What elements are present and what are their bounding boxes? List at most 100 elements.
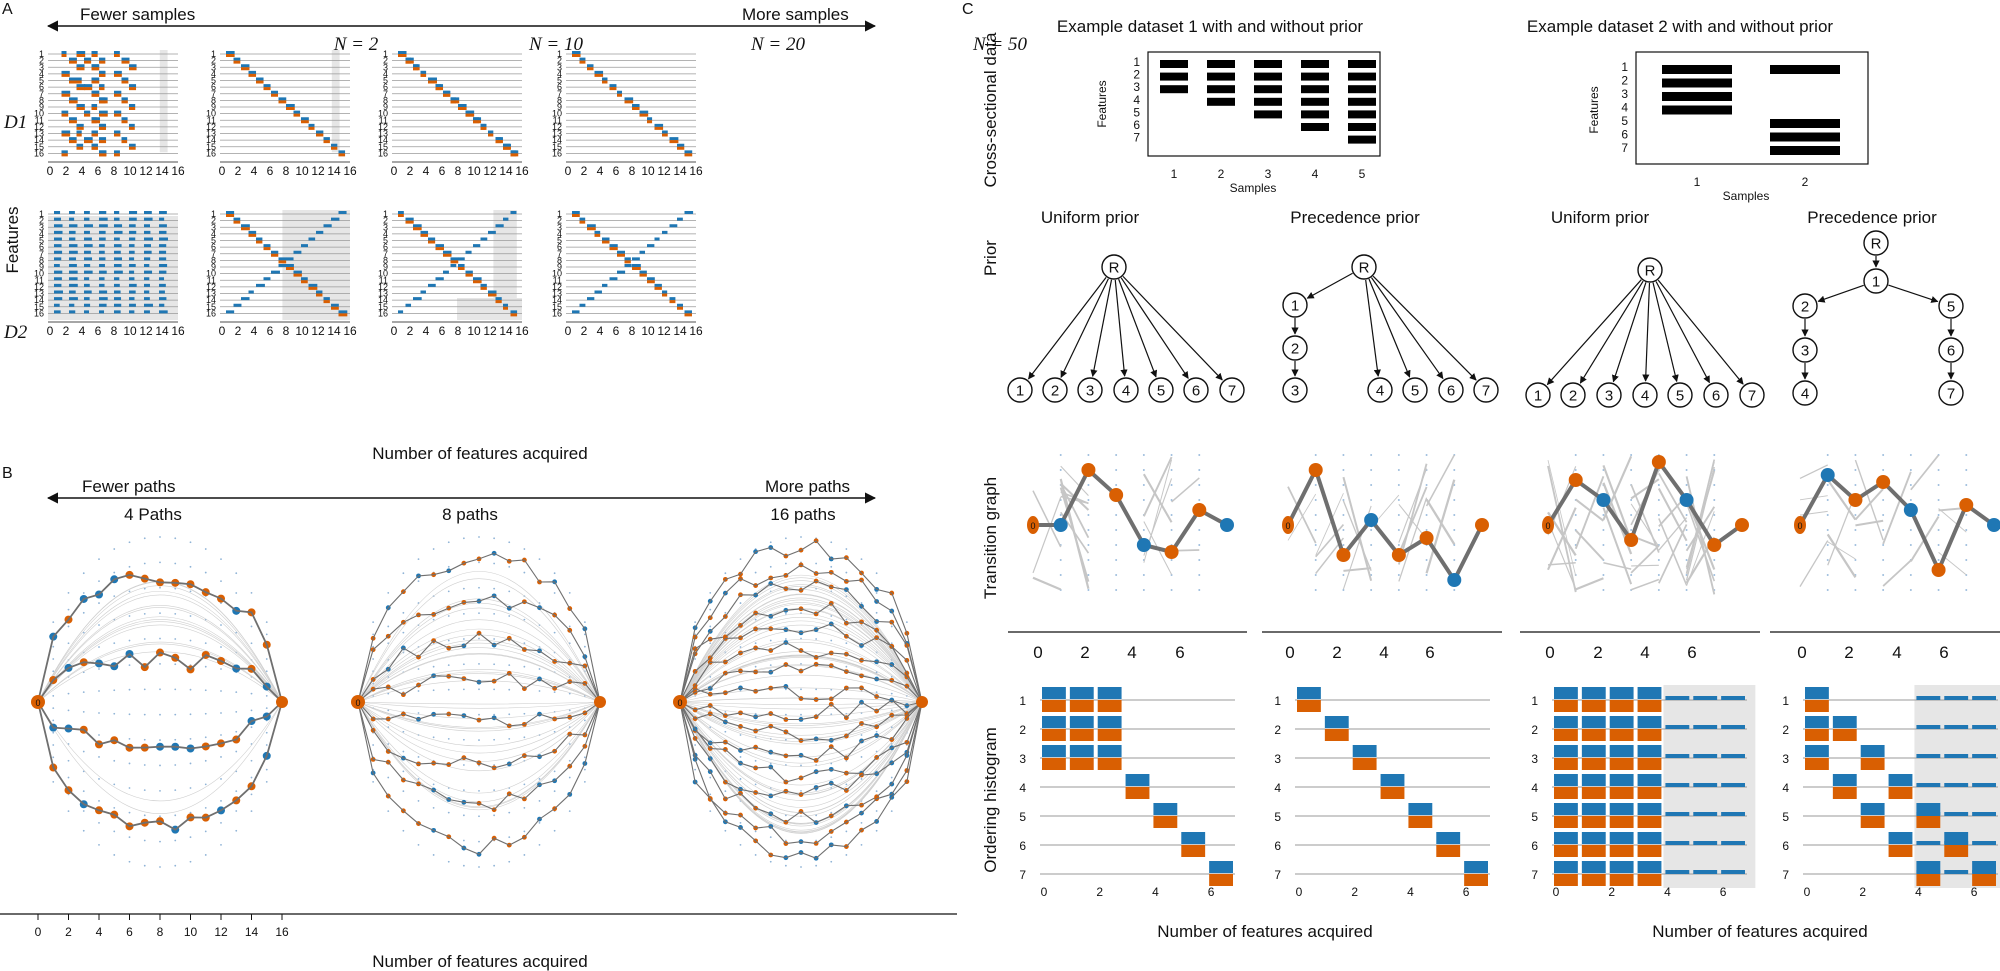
histogram-bar-orange	[450, 260, 459, 264]
graph-dot	[724, 572, 727, 575]
histogram-bar-orange	[1581, 758, 1606, 770]
graph-dot	[372, 645, 375, 648]
xtick-label: 14	[499, 324, 513, 338]
xtick-label: 12	[483, 164, 497, 178]
heatmap1-cell	[1301, 60, 1329, 68]
ytick-label: 16	[34, 308, 44, 318]
graph-dot	[143, 839, 146, 842]
graph-dot	[67, 692, 70, 695]
graph-dot	[98, 558, 100, 561]
histogram-bar-blue	[129, 290, 136, 294]
graph-dot	[739, 602, 742, 604]
prior-node-circle	[1703, 382, 1729, 408]
histogram-bar-orange	[256, 240, 263, 244]
graph-dot	[82, 790, 85, 793]
graph-dot	[447, 639, 450, 642]
ytick-label: 2	[557, 216, 562, 226]
main-path	[679, 602, 923, 703]
graph-dot	[1059, 454, 1062, 456]
graph-dot	[508, 590, 511, 593]
faint-edge	[37, 616, 283, 703]
faint-edge	[1685, 506, 1716, 552]
graph-dot	[784, 839, 787, 842]
ytick-label: 6	[211, 82, 216, 92]
histogram-bar-blue	[1637, 745, 1662, 757]
xtick-label: 6	[1175, 643, 1184, 662]
ytick-label: 4	[557, 69, 562, 79]
graph-dot	[1657, 589, 1660, 591]
prior-edge	[1060, 278, 1109, 379]
histogram-bar-blue	[54, 237, 62, 241]
histogram-bar-blue	[84, 277, 90, 281]
path-node	[1624, 533, 1639, 547]
histogram-bar-orange	[1352, 758, 1377, 770]
histogram-bar-blue	[76, 64, 85, 68]
graph-dot	[143, 814, 146, 817]
graph-dot	[67, 759, 70, 762]
heatmap1-cell	[1207, 72, 1235, 81]
graph-dot	[462, 814, 465, 817]
graph-dot	[568, 591, 571, 594]
histogram-bar-blue	[241, 224, 250, 228]
graph-dot	[1115, 469, 1118, 471]
histogram-bar-blue	[99, 150, 107, 154]
ytick-label: 1	[1274, 694, 1281, 708]
histogram-bar-orange	[1637, 787, 1662, 799]
histogram-bar-blue	[76, 77, 82, 81]
histogram-bar-blue	[1181, 832, 1206, 844]
graph-dot	[128, 811, 131, 814]
faint-edge	[679, 701, 923, 764]
graph-dot	[709, 793, 712, 796]
histogram-bar-blue	[69, 237, 76, 241]
row-label-transition-graph: Transition graph	[981, 477, 1000, 599]
graph-dot	[478, 536, 480, 538]
histogram-bar-blue	[54, 290, 63, 294]
xtick-label: 0	[1797, 643, 1806, 662]
graph-dot	[143, 713, 146, 716]
faint-edge	[1575, 577, 1604, 591]
graph-dot	[1370, 559, 1373, 561]
graph-dot	[1342, 589, 1345, 591]
xtick-label: 0	[219, 164, 226, 178]
graph-dot	[1142, 469, 1145, 471]
histogram-bar-blue	[1581, 861, 1606, 873]
histogram-bar-blue	[677, 303, 684, 307]
histogram-bar-blue	[435, 277, 444, 281]
graph-dot	[1170, 559, 1173, 561]
heatmap2-ytick: 3	[1621, 87, 1628, 101]
graph-dot	[1087, 499, 1090, 501]
graph-dot	[1370, 484, 1373, 486]
heatmap1-cell	[1348, 72, 1376, 81]
histogram-bar-blue	[99, 244, 105, 248]
graph-dot	[143, 864, 146, 867]
graph-dot	[493, 814, 496, 817]
graph-dot	[1854, 559, 1857, 561]
histogram-bar-orange	[443, 93, 451, 97]
graph-dot	[1909, 589, 1912, 591]
graph-dot	[1314, 454, 1317, 456]
histogram-bar-orange	[114, 113, 122, 117]
faint-edge	[1855, 519, 1884, 527]
xtick-label: 4	[1379, 643, 1388, 662]
graph-dot	[1370, 469, 1373, 471]
xtick-label: 6	[1463, 885, 1470, 899]
histogram-bar-blue	[84, 264, 91, 267]
prior-node-circle	[1792, 380, 1818, 406]
histogram-bar-orange	[121, 100, 128, 104]
graph-dot	[220, 734, 222, 736]
histogram-bar-blue	[114, 70, 122, 74]
ytick-label: 9	[39, 262, 44, 272]
heatmap2-xtick: 1	[1694, 175, 1701, 189]
histogram-bar-orange	[1944, 845, 1969, 857]
graph-dot	[265, 621, 268, 624]
histogram-bar-blue	[144, 211, 152, 214]
faint-edge	[679, 641, 923, 703]
prior-edge	[1655, 281, 1710, 384]
graph-dot	[709, 810, 712, 813]
histogram-bar-blue	[84, 283, 90, 287]
subplot-title-n50: N = 50	[972, 34, 1027, 55]
histogram-bar-blue	[84, 270, 93, 274]
faint-edge	[357, 671, 601, 703]
heatmap1-xtick: 4	[1312, 167, 1319, 181]
